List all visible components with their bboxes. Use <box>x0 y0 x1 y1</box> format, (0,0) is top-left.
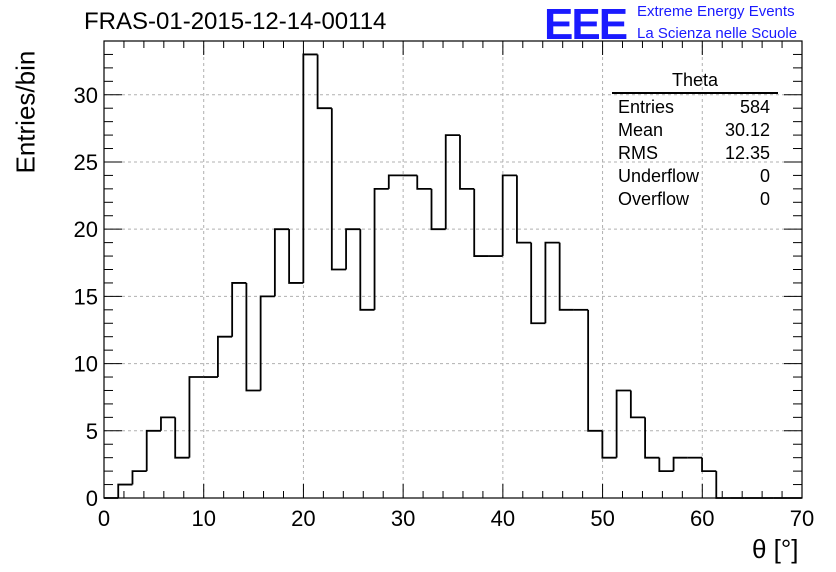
histogram-bin <box>345 228 361 270</box>
histogram-bin <box>273 228 290 297</box>
histogram-bin <box>188 376 204 458</box>
stats-row-mean: Mean 30.12 <box>612 119 778 142</box>
stats-row-entries: Entries 584 <box>612 96 778 119</box>
histogram-bin <box>473 188 489 257</box>
histogram-bin <box>629 390 646 419</box>
histogram-bin <box>459 135 475 190</box>
stats-value: 12.35 <box>724 143 770 163</box>
axis-ticks <box>103 40 803 499</box>
stats-row-rms: RMS 12.35 <box>612 142 778 165</box>
y-tick-label: 25 <box>74 150 98 175</box>
histogram-bin <box>117 483 133 498</box>
histogram-bin <box>558 242 574 311</box>
x-tick-label: 60 <box>690 506 714 531</box>
histogram-bin <box>530 242 546 325</box>
stats-label: RMS <box>618 143 658 163</box>
chart-title: FRAS-01-2015-12-14-00114 <box>84 8 387 35</box>
histogram-bin <box>587 309 603 432</box>
x-tick-label: 50 <box>590 506 614 531</box>
histogram-bars <box>104 53 802 499</box>
histogram-bin <box>145 429 161 472</box>
y-tick-label: 0 <box>86 486 98 511</box>
histogram-bin <box>658 457 674 473</box>
org-name-line1: Extreme Energy Events <box>637 3 795 20</box>
y-tick-label: 5 <box>86 419 98 444</box>
histogram-bin <box>672 456 688 472</box>
x-tick-label: 30 <box>391 506 415 531</box>
histogram-bin <box>601 430 617 459</box>
histogram-bin <box>174 417 190 459</box>
x-axis-label: θ [°] <box>752 534 799 564</box>
histogram-bin <box>701 457 717 473</box>
tick-labels: 0 10 20 30 40 50 60 70 0 5 10 15 20 25 30 <box>74 83 815 531</box>
x-tick-label: 10 <box>191 506 215 531</box>
x-tick-label: 70 <box>790 506 814 531</box>
stats-label: Overflow <box>618 189 690 209</box>
histogram-bin <box>330 108 347 271</box>
histogram-bin <box>516 175 532 244</box>
histogram-bin <box>615 389 631 458</box>
x-tick-label: 40 <box>491 506 515 531</box>
histogram-bin <box>444 134 460 230</box>
eee-logo: EEE <box>544 0 628 49</box>
histogram-bin <box>715 471 731 499</box>
stats-label: Entries <box>618 97 675 117</box>
stats-label: Underflow <box>618 166 700 186</box>
stats-value: 584 <box>739 97 770 117</box>
histogram-bin <box>131 470 147 485</box>
histogram-bin <box>288 229 304 284</box>
stats-value: 0 <box>759 189 770 209</box>
stats-label: Mean <box>618 120 664 140</box>
x-tick-label: 0 <box>98 506 110 531</box>
y-tick-label: 30 <box>74 83 98 108</box>
y-tick-label: 15 <box>74 284 98 309</box>
stats-row-overflow: Overflow 0 <box>612 188 778 211</box>
stats-value: 30.12 <box>724 120 770 140</box>
histogram-bin <box>231 282 247 337</box>
histogram-bin <box>217 335 233 378</box>
stats-box: Theta Entries 584 Mean 30.12 RMS 12.35 U… <box>612 70 778 211</box>
org-name-line2: La Scienza nelle Scuole <box>637 25 798 42</box>
histogram-bin <box>416 175 432 190</box>
histogram-bin <box>387 174 404 189</box>
histogram-bin <box>316 54 332 110</box>
histogram-bin <box>259 295 275 391</box>
stats-value: 0 <box>759 166 770 186</box>
histogram-bin <box>373 187 389 310</box>
y-axis-label: Entries/bin <box>10 50 41 174</box>
stats-row-underflow: Underflow 0 <box>612 165 778 188</box>
histogram-bin <box>160 416 176 431</box>
y-tick-label: 20 <box>74 217 98 242</box>
stats-title: Theta <box>612 70 778 94</box>
histogram-bin <box>644 417 660 459</box>
histogram-bin <box>245 282 261 392</box>
y-tick-label: 10 <box>74 352 98 377</box>
histogram-bin <box>501 174 517 257</box>
histogram-bin <box>544 241 560 324</box>
histogram-bin <box>359 229 375 311</box>
x-tick-label: 20 <box>291 506 315 531</box>
histogram-bin <box>302 53 318 283</box>
histogram-bin <box>430 188 446 231</box>
